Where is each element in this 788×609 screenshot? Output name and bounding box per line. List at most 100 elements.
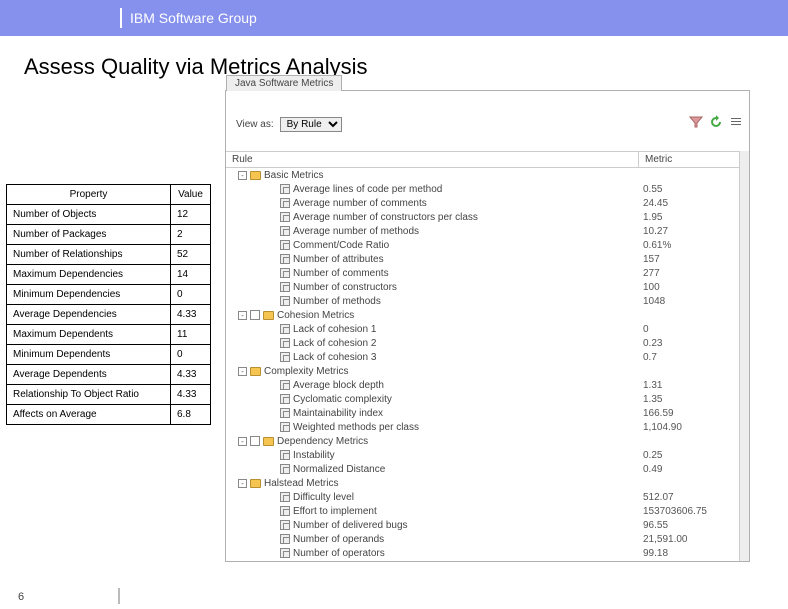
- footer-separator: [118, 588, 120, 604]
- viewas-select[interactable]: By Rule: [280, 117, 342, 132]
- tree-rule[interactable]: Number of constructors 100: [226, 281, 739, 295]
- folder-icon: [263, 311, 274, 320]
- tree-rule[interactable]: Cyclomatic complexity 1.35: [226, 393, 739, 407]
- page-number: 6: [18, 591, 24, 603]
- rule-icon: [280, 254, 290, 264]
- tree-row-value: 10.27: [639, 225, 739, 239]
- tree-row-value: 1.95: [639, 211, 739, 225]
- tree-row-label: Number of comments: [293, 268, 389, 279]
- menu-icon[interactable]: [729, 115, 743, 129]
- tree-row-label: Complexity Metrics: [264, 366, 348, 377]
- vertical-scrollbar[interactable]: [739, 151, 749, 561]
- expand-toggle-icon[interactable]: -: [238, 367, 247, 376]
- tree-rule[interactable]: Difficulty level512.07: [226, 491, 739, 505]
- prop-cell: Number of Relationships: [7, 245, 171, 265]
- tree-rule[interactable]: Number of operands21,591.00: [226, 533, 739, 547]
- col-header-metric[interactable]: Metric: [639, 152, 749, 167]
- tree-rule[interactable]: Weighted methods per class1,104.90: [226, 421, 739, 435]
- table-row: Minimum Dependents0: [7, 345, 211, 365]
- tree-row-label: Lack of cohesion 2: [293, 338, 376, 349]
- refresh-icon[interactable]: [709, 115, 723, 129]
- checkbox-icon[interactable]: [250, 436, 260, 446]
- tree-group[interactable]: -Cohesion Metrics: [226, 309, 739, 323]
- tree-rule[interactable]: Number of methods1048: [226, 295, 739, 309]
- tree-row-value: 1,104.90: [639, 421, 739, 435]
- tree-row-value: 100: [639, 281, 739, 295]
- tree-row-value: 512.07: [639, 491, 739, 505]
- tree-rule[interactable]: Effort to implement153703606.75: [226, 505, 739, 519]
- header-group-label: IBM Software Group: [130, 10, 257, 26]
- tree-rule[interactable]: Number of comments 277: [226, 267, 739, 281]
- viewas-label: View as:: [236, 119, 274, 130]
- col-header-rule[interactable]: Rule: [226, 152, 639, 167]
- rule-icon: [280, 352, 290, 362]
- tree-row-label: Halstead Metrics: [264, 478, 338, 489]
- tree-row-value: 24.45: [639, 197, 739, 211]
- tree-rule[interactable]: Normalized Distance0.49: [226, 463, 739, 477]
- tree-rule[interactable]: Average number of constructors per class…: [226, 211, 739, 225]
- rule-icon: [280, 506, 290, 516]
- tree-row-value: 277: [639, 267, 739, 281]
- value-cell: 4.33: [171, 305, 211, 325]
- tree-group[interactable]: -Basic Metrics: [226, 169, 739, 183]
- tree-row-value: 99.18: [639, 547, 739, 561]
- metrics-column-headers: Rule Metric: [226, 151, 749, 168]
- tree-row-label: Cyclomatic complexity: [293, 394, 392, 405]
- tree-rule[interactable]: Average number of methods 10.27: [226, 225, 739, 239]
- tree-row-value: 1.35: [639, 393, 739, 407]
- rule-icon: [280, 408, 290, 418]
- prop-cell: Average Dependencies: [7, 305, 171, 325]
- tree-row-label: Number of constructors: [293, 282, 397, 293]
- tree-group[interactable]: - Halstead Metrics: [226, 477, 739, 491]
- value-cell: 11: [171, 325, 211, 345]
- checkbox-icon[interactable]: [250, 310, 260, 320]
- tree-rule[interactable]: Number of delivered bugs96.55: [226, 519, 739, 533]
- rule-icon: [280, 520, 290, 530]
- tree-rule[interactable]: Number of operators 99.18: [226, 547, 739, 561]
- tree-rule[interactable]: Average lines of code per method0.55: [226, 183, 739, 197]
- tree-row-label: Average number of methods: [293, 226, 419, 237]
- filter-icon[interactable]: [689, 115, 703, 129]
- tree-row-value: 0.7: [639, 351, 739, 365]
- tree-row-value: 166.59: [639, 407, 739, 421]
- rule-icon: [280, 394, 290, 404]
- rule-icon: [280, 296, 290, 306]
- tree-rule[interactable]: Average block depth1.31: [226, 379, 739, 393]
- property-table: Property Value Number of Objects12Number…: [6, 184, 211, 425]
- tree-row-label: Number of delivered bugs: [293, 520, 408, 531]
- tree-rule[interactable]: Instability0.25: [226, 449, 739, 463]
- value-cell: 52: [171, 245, 211, 265]
- tree-rule[interactable]: Lack of cohesion 10: [226, 323, 739, 337]
- tree-rule[interactable]: Average number of comments24.45: [226, 197, 739, 211]
- value-cell: 0: [171, 345, 211, 365]
- table-row: Affects on Average6.8: [7, 405, 211, 425]
- table-row: Relationship To Object Ratio4.33: [7, 385, 211, 405]
- rule-icon: [280, 184, 290, 194]
- header-separator: [120, 8, 122, 28]
- rule-icon: [280, 492, 290, 502]
- tree-row-label: Number of operands: [293, 534, 384, 545]
- prop-cell: Number of Objects: [7, 205, 171, 225]
- tree-row-label: Number of operators: [293, 548, 385, 559]
- value-cell: 6.8: [171, 405, 211, 425]
- expand-toggle-icon[interactable]: -: [238, 171, 247, 180]
- expand-toggle-icon[interactable]: -: [238, 311, 247, 320]
- header-bar: IBM Software Group: [0, 0, 788, 36]
- tree-group[interactable]: -Dependency Metrics: [226, 435, 739, 449]
- value-cell: 12: [171, 205, 211, 225]
- rule-icon: [280, 380, 290, 390]
- prop-cell: Maximum Dependents: [7, 325, 171, 345]
- prop-cell: Relationship To Object Ratio: [7, 385, 171, 405]
- tree-rule[interactable]: Lack of cohesion 20.23: [226, 337, 739, 351]
- metrics-toolbar: [689, 115, 743, 129]
- tree-rule[interactable]: Comment/Code Ratio0.61%: [226, 239, 739, 253]
- metrics-tab[interactable]: Java Software Metrics: [226, 75, 342, 91]
- expand-toggle-icon[interactable]: -: [238, 437, 247, 446]
- tree-rule[interactable]: Maintainability index166.59: [226, 407, 739, 421]
- table-row: Maximum Dependencies14: [7, 265, 211, 285]
- expand-toggle-icon[interactable]: -: [238, 479, 247, 488]
- tree-rule[interactable]: Lack of cohesion 30.7: [226, 351, 739, 365]
- tree-row-value: 0: [639, 323, 739, 337]
- tree-rule[interactable]: Number of attributes157: [226, 253, 739, 267]
- tree-group[interactable]: - Complexity Metrics: [226, 365, 739, 379]
